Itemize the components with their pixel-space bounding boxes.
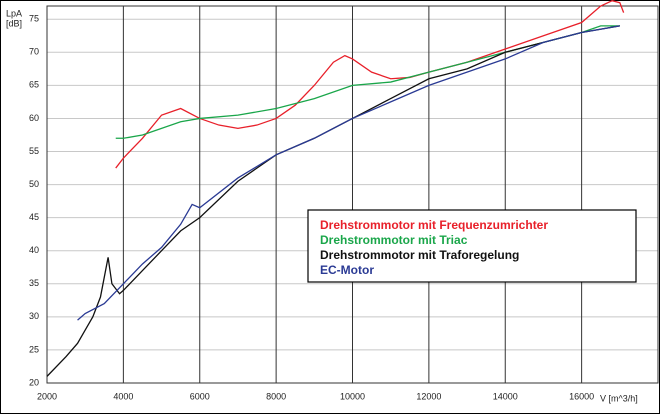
x-tick-label: 2000 (37, 391, 57, 401)
x-tick-label: 14000 (493, 391, 518, 401)
x-tick-label: 12000 (416, 391, 441, 401)
series-line (77, 25, 620, 321)
x-tick-label: 8000 (266, 391, 286, 401)
y-unit: [dB] (6, 18, 22, 28)
y-tick-label: 70 (29, 47, 39, 57)
x-tick-label: 4000 (113, 391, 133, 401)
y-tick-label: 45 (29, 212, 39, 222)
x-tick-label: 10000 (340, 391, 365, 401)
legend-box (307, 209, 637, 283)
y-tick-label: 35 (29, 278, 39, 288)
x-tick-label: 16000 (569, 391, 594, 401)
legend-entry: EC-Motor (320, 263, 374, 277)
y-tick-label: 40 (29, 245, 39, 255)
plot-frame (46, 5, 659, 384)
y-tick-label: 25 (29, 344, 39, 354)
x-tick-label: 6000 (190, 391, 210, 401)
y-tick-label: 75 (29, 14, 39, 24)
y-tick-label: 30 (29, 311, 39, 321)
legend-entry: Drehstrommotor mit Frequenzumrichter (320, 218, 548, 232)
y-tick-label: 55 (29, 146, 39, 156)
series-line (46, 25, 620, 377)
y-tick-label: 50 (29, 179, 39, 189)
y-tick-label: 20 (29, 377, 39, 387)
x-label: V [m^3/h] (600, 393, 638, 403)
series-line (115, 0, 625, 169)
y-tick-label: 65 (29, 80, 39, 90)
y-label: LpA (6, 8, 22, 18)
y-tick-label: 60 (29, 113, 39, 123)
legend-entry: Drehstrommotor mit Triac (320, 233, 468, 247)
legend-entry: Drehstrommotor mit Traforegelung (320, 248, 519, 262)
